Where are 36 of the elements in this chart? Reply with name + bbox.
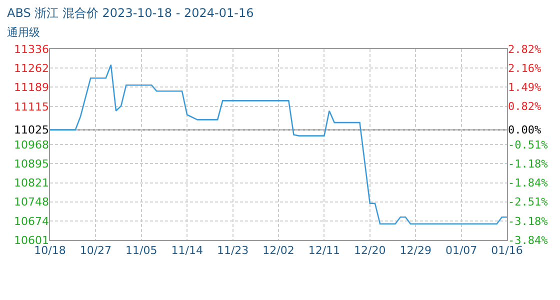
y-tick-label: 10674	[14, 214, 49, 228]
x-tick-label: 12/29	[400, 244, 432, 258]
y2-tick-label: -2.51%	[508, 196, 548, 209]
x-tick-label: 10/18	[34, 244, 66, 258]
x-tick-label: 12/02	[262, 244, 294, 258]
y2-tick-label: -1.84%	[508, 176, 548, 190]
x-tick-label: 12/20	[354, 244, 386, 258]
y2-tick-label: 2.82%	[508, 42, 542, 56]
chart-title: ABS 浙江 混合价 2023-10-18 - 2024-01-16	[7, 6, 254, 20]
x-tick-label: 11/23	[216, 244, 249, 258]
y2-tick-label: 0.00%	[508, 124, 542, 137]
y2-tick-label: -3.84%	[508, 234, 548, 247]
y2-tick-label: -3.18%	[508, 214, 548, 228]
y2-tick-label: -0.51%	[508, 138, 548, 152]
x-tick-label: 11/05	[126, 244, 158, 258]
y2-tick-label: 1.49%	[508, 80, 542, 94]
y-tick-label: 11025	[14, 124, 49, 137]
y-tick-label: 10821	[14, 176, 49, 190]
y-tick-label: 10895	[14, 157, 49, 170]
y-tick-label: 10968	[14, 138, 49, 152]
x-tick-label: 10/27	[80, 244, 112, 258]
chart-subtitle: 通用级	[7, 26, 40, 39]
x-tick-label: 12/11	[308, 244, 340, 258]
line-series	[50, 64, 507, 225]
y-tick-label: 11115	[14, 100, 49, 114]
x-tick-label: 11/14	[171, 244, 203, 258]
y-tick-label: 11262	[14, 62, 49, 76]
x-tick-label: 01/16	[491, 244, 523, 258]
y2-tick-label: 0.82%	[508, 100, 542, 114]
y-tick-label: 10748	[14, 196, 49, 209]
y-tick-label: 11189	[14, 81, 49, 94]
x-tick-label: 01/07	[445, 244, 478, 258]
y-tick-label: 10601	[14, 234, 49, 247]
y2-tick-label: -1.18%	[508, 158, 548, 171]
y-tick-label: 11336	[14, 42, 49, 56]
y2-tick-label: 2.16%	[508, 62, 542, 75]
